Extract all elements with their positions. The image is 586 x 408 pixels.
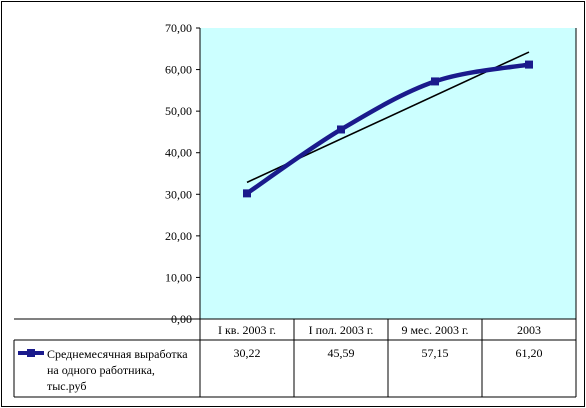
y-tick-label: 50,00 [165, 104, 192, 118]
data-table-value: 57,15 [422, 346, 449, 360]
data-point-marker [525, 60, 533, 69]
data-table-value: 61,20 [516, 346, 543, 360]
x-category-label: I пол. 2003 г. [309, 323, 374, 337]
y-tick-label: 30,00 [165, 187, 192, 201]
legend-key [18, 349, 44, 357]
y-tick-label: 40,00 [165, 146, 192, 160]
data-point-marker [243, 189, 251, 198]
x-category-label: I кв. 2003 г. [218, 323, 276, 337]
plot-area [200, 28, 576, 319]
y-tick-label: 60,00 [165, 63, 192, 77]
legend-series-label: Среднемесячная выработка на одного работ… [47, 347, 188, 393]
x-category-label: 2003 [517, 323, 541, 337]
data-point-marker [337, 125, 345, 134]
y-tick-label: 70,00 [165, 21, 192, 35]
series-line [243, 60, 533, 198]
x-category-label: 9 мес. 2003 г. [401, 323, 468, 337]
y-tick-label: 20,00 [165, 229, 192, 243]
data-table-value: 45,59 [328, 346, 355, 360]
data-point-marker [431, 77, 439, 86]
series-path [244, 62, 532, 196]
y-tick-label: 10,00 [165, 270, 192, 284]
data-table-value: 30,22 [234, 346, 261, 360]
data-table: I кв. 2003 г. 30,22 I пол. 2003 г. 45,59 9 м… [13, 28, 577, 398]
legend-marker-sample [27, 349, 35, 357]
